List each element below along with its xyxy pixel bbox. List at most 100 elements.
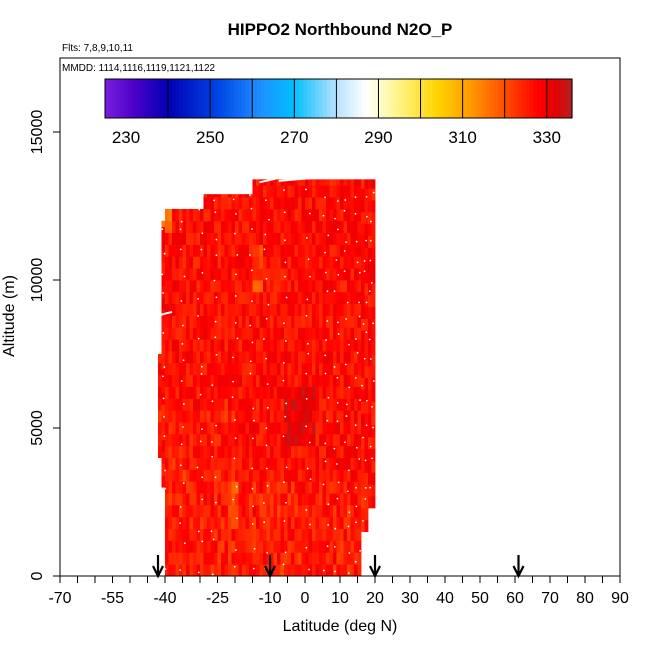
heatmap-cell (189, 481, 194, 494)
heatmap-cell (368, 342, 372, 355)
track-dot (163, 366, 166, 368)
heatmap-cell (210, 564, 215, 576)
heatmap-cell (270, 445, 274, 458)
heatmap-cell (256, 220, 260, 234)
heatmap-cell (168, 208, 173, 222)
track-dot (337, 273, 340, 276)
heatmap-cell (182, 422, 187, 435)
track-dot (162, 397, 165, 400)
colorbar-segment (443, 79, 449, 118)
heatmap-cell (301, 185, 306, 198)
heatmap-cell (200, 268, 204, 281)
heatmap-cell (273, 445, 278, 458)
heatmap-cell (203, 244, 208, 257)
heatmap-cell (326, 422, 330, 435)
heatmap-cell (357, 528, 362, 541)
heatmap-cell (235, 232, 239, 245)
heatmap-cell (245, 351, 250, 364)
colorbar-ticks: 230 250 270 290 310 330 (112, 128, 561, 147)
heatmap-cell (287, 410, 292, 423)
heatmap-cell (364, 200, 369, 213)
heatmap-cell (172, 540, 176, 553)
track-dot (265, 467, 268, 470)
heatmap-cell (319, 422, 323, 435)
track-dot (307, 352, 310, 355)
heatmap-cell (249, 220, 253, 234)
colorbar-segment (143, 79, 149, 118)
heatmap-cell (207, 194, 211, 198)
heatmap-cell (371, 377, 376, 390)
heatmap-cell (291, 179, 295, 186)
latitude-arrow (512, 555, 525, 579)
heatmap-cell (340, 504, 344, 518)
heatmap-cell (277, 457, 281, 470)
heatmap-cell (165, 351, 169, 364)
heatmap-cell (326, 457, 330, 470)
heatmap-cell (287, 528, 292, 541)
heatmap-cell (280, 208, 285, 222)
heatmap-cell (284, 339, 288, 352)
heatmap-cell (333, 197, 337, 210)
heatmap-cell (329, 564, 334, 576)
track-dot (215, 296, 218, 299)
heatmap-cell (182, 433, 187, 447)
heatmap-cell (228, 386, 232, 399)
heatmap-cell (368, 389, 372, 402)
track-dot (215, 254, 218, 257)
heatmap-cell (322, 280, 327, 293)
heatmap-cell (161, 297, 166, 310)
heatmap-cell (228, 327, 232, 340)
heatmap-cell (301, 339, 306, 352)
heatmap-cell (252, 540, 257, 553)
heatmap-cell (249, 433, 253, 447)
heatmap-cell (245, 528, 250, 541)
heatmap-cell (354, 374, 358, 387)
heatmap-cell (266, 291, 271, 305)
heatmap-cell (165, 457, 169, 470)
heatmap-cell (280, 256, 285, 269)
heatmap-cell (336, 208, 341, 222)
heatmap-cell (294, 362, 299, 376)
heatmap-cell (221, 398, 225, 411)
heatmap-cell (249, 564, 253, 576)
heatmap-cell (294, 540, 299, 553)
heatmap-cell (347, 268, 351, 281)
heatmap-cell (347, 315, 351, 328)
heatmap-cell (217, 504, 222, 518)
x-tick-label: 50 (471, 590, 489, 607)
track-dot (180, 380, 183, 382)
colorbar-segment (116, 79, 122, 118)
colorbar-segment (287, 79, 293, 118)
heatmap-cell (280, 315, 285, 328)
heatmap-cell (259, 540, 264, 553)
heatmap-cell (242, 469, 246, 482)
heatmap-cell (340, 386, 344, 399)
heatmap-cell (294, 481, 299, 494)
x-tick-label: -70 (48, 590, 71, 607)
heatmap-cell (196, 220, 201, 234)
heatmap-cell (235, 445, 239, 458)
heatmap-cell (354, 291, 358, 305)
heatmap-cell (298, 268, 302, 281)
heatmap-cell (249, 552, 253, 565)
heatmap-cell (256, 540, 260, 553)
heatmap-cell (168, 232, 173, 245)
heatmap-cell (305, 291, 309, 305)
track-dot (346, 301, 349, 304)
heatmap-cell (186, 362, 190, 376)
heatmap-cell (165, 362, 169, 376)
heatmap-cell (298, 374, 302, 387)
heatmap-cell (161, 451, 166, 464)
heatmap-cell (182, 339, 187, 352)
heatmap-cell (193, 481, 197, 494)
heatmap-cell (168, 445, 173, 458)
heatmap-cell (186, 339, 190, 352)
heatmap-cell (305, 339, 309, 352)
heatmap-cell (298, 232, 302, 245)
heatmap-cells (158, 179, 376, 576)
heatmap-cell (228, 504, 232, 518)
heatmap-cell (329, 481, 334, 494)
heatmap-cell (263, 552, 267, 565)
track-dot (182, 403, 185, 405)
heatmap-cell (172, 528, 176, 541)
